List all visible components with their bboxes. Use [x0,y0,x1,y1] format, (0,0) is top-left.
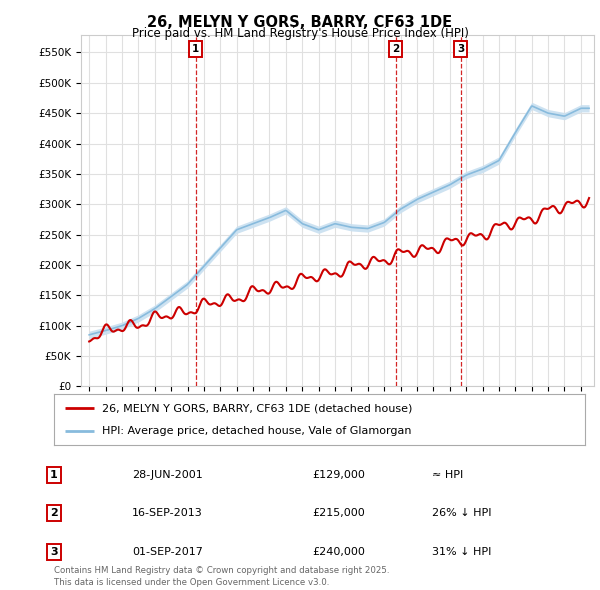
Text: 28-JUN-2001: 28-JUN-2001 [132,470,203,480]
Text: 26, MELYN Y GORS, BARRY, CF63 1DE (detached house): 26, MELYN Y GORS, BARRY, CF63 1DE (detac… [102,403,412,413]
Text: £215,000: £215,000 [312,509,365,518]
Text: 26, MELYN Y GORS, BARRY, CF63 1DE: 26, MELYN Y GORS, BARRY, CF63 1DE [148,15,452,30]
Text: Price paid vs. HM Land Registry's House Price Index (HPI): Price paid vs. HM Land Registry's House … [131,27,469,40]
Text: HPI: Average price, detached house, Vale of Glamorgan: HPI: Average price, detached house, Vale… [102,426,411,436]
Text: £129,000: £129,000 [312,470,365,480]
Text: Contains HM Land Registry data © Crown copyright and database right 2025.
This d: Contains HM Land Registry data © Crown c… [54,566,389,587]
Text: 1: 1 [192,44,199,54]
Text: 3: 3 [50,547,58,556]
Text: 2: 2 [50,509,58,518]
Text: 3: 3 [457,44,464,54]
Text: 01-SEP-2017: 01-SEP-2017 [132,547,203,556]
Text: 2: 2 [392,44,400,54]
Text: £240,000: £240,000 [312,547,365,556]
Text: 31% ↓ HPI: 31% ↓ HPI [432,547,491,556]
Text: ≈ HPI: ≈ HPI [432,470,463,480]
Text: 16-SEP-2013: 16-SEP-2013 [132,509,203,518]
Text: 26% ↓ HPI: 26% ↓ HPI [432,509,491,518]
Text: 1: 1 [50,470,58,480]
